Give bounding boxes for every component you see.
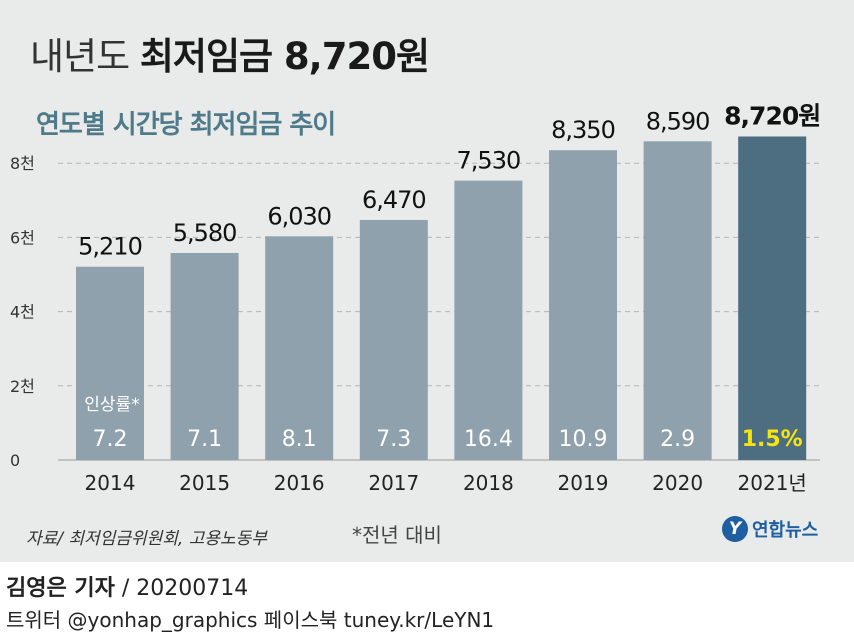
bar (549, 150, 617, 460)
byline: 김영은 기자 / 20200714 (6, 570, 248, 602)
rate-label: 2.9 (660, 427, 695, 452)
logo-mark-icon: Y (722, 516, 748, 542)
value-label: 8,350 (551, 116, 615, 144)
bar (359, 219, 428, 460)
source-note: 자료/ 최저임금위원회, 고용노동부 (26, 529, 267, 549)
rate-header-label: 인상률* (84, 395, 139, 415)
value-label: 7,530 (457, 147, 521, 175)
x-tick-label: 2020 (652, 471, 703, 495)
value-label: 6,470 (362, 186, 426, 214)
yonhap-logo: Y 연합뉴스 (722, 516, 818, 542)
value-label: 5,210 (78, 233, 142, 261)
bar (738, 136, 807, 460)
title-prefix: 내년도 (30, 35, 130, 78)
rate-label: 1.5% (742, 427, 803, 452)
logo-text: 연합뉴스 (752, 520, 819, 541)
value-label: 6,030 (267, 202, 331, 230)
value-label: 8,590 (646, 107, 710, 135)
value-label: 8,720원 (724, 101, 820, 130)
publish-date: / 20200714 (121, 576, 249, 601)
x-tick-label: 2021년 (738, 471, 807, 495)
author: 김영은 기자 (6, 576, 115, 601)
rate-label: 16.4 (464, 427, 513, 452)
x-tick-label: 2018 (463, 471, 514, 495)
social-links: 트위터 @yonhap_graphics 페이스북 tuney.kr/LeYN1 (6, 608, 495, 632)
rate-label: 7.1 (187, 427, 222, 452)
rate-label: 8.1 (282, 427, 317, 452)
y-tick-label: 8천 (10, 154, 35, 173)
y-tick-label: 4천 (10, 303, 35, 322)
bar (643, 141, 712, 460)
page-title: 내년도 최저임금 8,720원 (30, 26, 430, 80)
chart-subtitle: 연도별 시간당 최저임금 추이 (36, 110, 336, 140)
x-tick-label: 2019 (558, 471, 609, 495)
rate-label: 7.3 (376, 427, 411, 452)
bar (454, 180, 523, 460)
x-tick-label: 2017 (368, 471, 419, 495)
y-tick-label: 2천 (10, 377, 35, 396)
value-label: 5,580 (173, 219, 237, 247)
rate-label: 10.9 (559, 427, 608, 452)
bar (265, 236, 334, 460)
bar-chart: 0 2천 4천 6천 8천 5,210 7.2 2014 5,580 7.1 2015 6,030 8.… (10, 101, 821, 495)
x-tick-label: 2016 (274, 471, 325, 495)
x-tick-label: 2015 (179, 471, 230, 495)
footnote: *전년 대비 (352, 523, 442, 547)
bar (170, 252, 239, 460)
y-tick-label: 0 (10, 451, 20, 470)
rate-label: 7.2 (93, 427, 128, 452)
x-tick-label: 2014 (85, 471, 136, 495)
title-main: 최저임금 8,720원 (139, 35, 430, 78)
y-tick-label: 6천 (10, 228, 35, 247)
bar (76, 266, 144, 460)
